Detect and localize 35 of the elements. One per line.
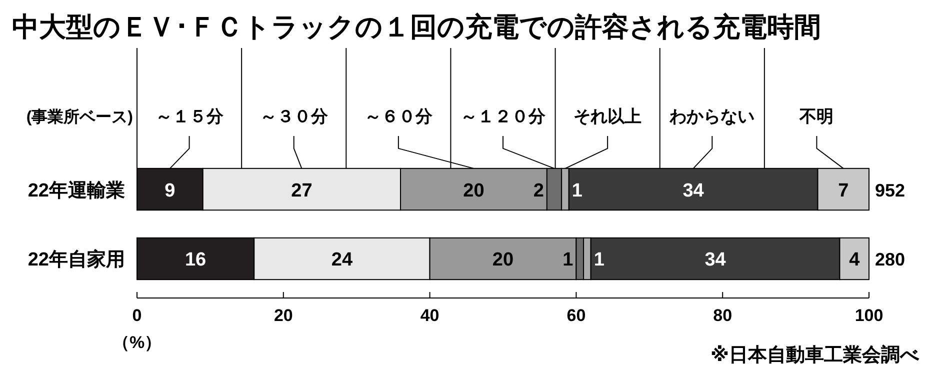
data-label: 4: [849, 250, 860, 271]
data-label: 24: [331, 250, 353, 271]
text: ※日本自動車工業会調べ: [710, 344, 920, 366]
x-tick-label: 100: [854, 306, 884, 325]
data-label: 2: [533, 180, 544, 202]
x-axis-title: （%）: [112, 333, 162, 352]
text: ～１２０分: [460, 107, 546, 126]
x-tick-label: 80: [713, 306, 732, 325]
x-tick-label: 0: [132, 306, 142, 325]
x-tick-label: 20: [274, 306, 293, 325]
data-label: 9: [164, 180, 176, 202]
text: 不明: [798, 107, 834, 126]
text: ～６０分: [364, 107, 434, 126]
data-label: 1: [572, 180, 583, 202]
x-tick-label: 60: [566, 306, 586, 325]
chart-title: 中大型のＥＶ･ＦＣトラックの１回の充電での許容される充電時間: [12, 12, 821, 42]
data-label: 1: [594, 250, 605, 271]
data-label: 27: [291, 180, 312, 202]
text: それ以上: [574, 107, 642, 126]
text: わからない: [668, 107, 755, 126]
data-label: 16: [184, 250, 206, 271]
data-label: 7: [838, 180, 849, 202]
text: ～１５分: [155, 107, 224, 126]
data-label: 34: [704, 250, 726, 271]
annotation: 952: [875, 180, 906, 200]
data-label: 34: [682, 180, 704, 202]
x-tick-label: 40: [420, 306, 440, 325]
text: ～３０分: [260, 107, 329, 126]
data-label: 20: [463, 180, 484, 202]
y-tick-label: 22年自家用: [28, 248, 125, 271]
data-label: 1: [562, 250, 574, 271]
y-tick-label: 22年運輸業: [28, 180, 125, 202]
annotation: 280: [875, 250, 906, 270]
legend-title: (事業所ベース): [26, 108, 133, 126]
data-label: 20: [492, 250, 514, 271]
